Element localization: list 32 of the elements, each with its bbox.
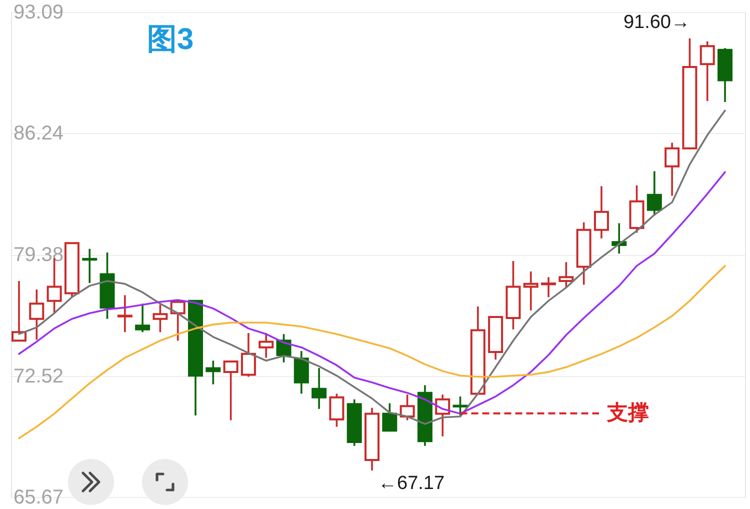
candlestick <box>664 142 680 197</box>
annotation: ←67.17 <box>378 473 445 494</box>
candlestick <box>523 270 538 312</box>
candlestick <box>135 302 150 334</box>
candlestick <box>329 392 344 428</box>
candlestick <box>400 394 415 422</box>
y-tick-label: 86.24 <box>14 122 64 145</box>
candlestick <box>558 261 574 288</box>
annotation: 91.60→ <box>623 12 690 33</box>
candlestick <box>82 248 98 284</box>
candlestick <box>29 288 44 341</box>
candlestick <box>382 402 398 432</box>
y-tick-label: 79.38 <box>14 244 64 266</box>
candlestick <box>452 396 468 416</box>
chart-title: 图3 <box>147 23 194 56</box>
candlestick <box>594 185 609 240</box>
candlestick <box>152 304 168 334</box>
candlestick <box>258 332 274 359</box>
candlestick <box>223 360 238 422</box>
candlestick <box>541 276 556 298</box>
y-tick-label: 72.52 <box>14 365 64 388</box>
candlestick <box>700 40 715 102</box>
candlestick <box>312 367 327 410</box>
candlestick <box>12 280 27 342</box>
candlestick <box>646 170 662 216</box>
candlestick <box>117 294 132 334</box>
y-tick-label: 93.09 <box>14 2 64 24</box>
ref-line-label: 支撑 <box>606 401 649 424</box>
candlestick <box>240 332 256 378</box>
candlestick <box>206 360 221 386</box>
candlestick <box>294 350 309 395</box>
y-tick-label: 65.67 <box>14 486 64 508</box>
